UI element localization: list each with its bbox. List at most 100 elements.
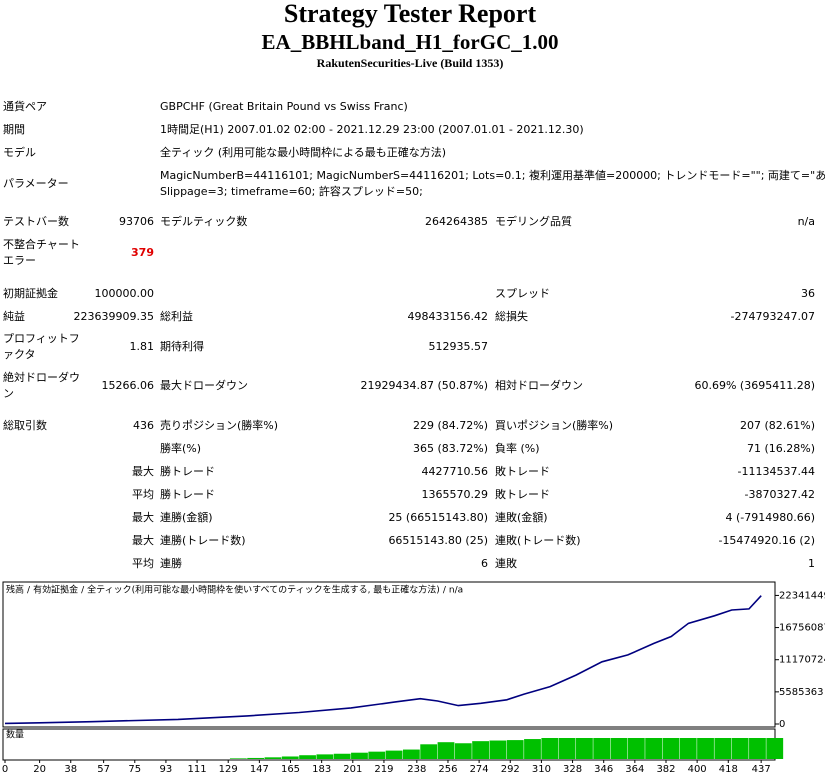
cell-value: 512935.57 (429, 340, 489, 353)
volume-bar (437, 742, 455, 759)
cell-label: 通貨ペア (3, 99, 47, 113)
volume-bar (229, 758, 247, 759)
cell-value: 15266.06 (102, 379, 155, 392)
x-tick-label: 382 (656, 764, 675, 775)
cell-label: GBPCHF (Great Britain Pound vs Swiss Fra… (160, 100, 408, 113)
chart-frame (2, 581, 776, 728)
x-tick-label: 437 (752, 764, 771, 775)
cell-text: エラー (3, 254, 36, 267)
volume-bar (506, 740, 524, 759)
cell-value: 71 (16.28%) (747, 442, 815, 455)
volume-bar (402, 749, 420, 759)
cell-text: MagicNumberB=44116101; MagicNumberS=4411… (160, 168, 825, 182)
x-tick-label: 292 (501, 764, 520, 775)
volume-bar (610, 738, 628, 759)
cell-label: 連勝(金額) (160, 510, 213, 524)
x-tick-label: 256 (438, 764, 457, 775)
x-tick-label: 0 (2, 764, 8, 775)
cell-value: 最大 (132, 464, 154, 478)
volume-bar (281, 756, 299, 759)
cell-text: プロフィットフ (3, 332, 80, 345)
cell-label: スプレッド (495, 287, 550, 300)
cell-label: パラメーター (3, 177, 69, 190)
volume-bar (541, 738, 559, 759)
x-tick-label: 57 (97, 764, 110, 775)
volume-bar (385, 750, 403, 759)
x-tick-label: 20 (33, 764, 46, 775)
volume-bar (454, 743, 472, 759)
cell-label: 連敗(トレード数) (495, 533, 581, 547)
cell-label: 初期証拠金 (3, 286, 58, 300)
volume-bar (299, 755, 316, 759)
x-tick-label: 418 (719, 764, 738, 775)
volume-bar (420, 744, 438, 759)
y-tick-label: 11170724 (779, 655, 825, 666)
cell-value: 436 (133, 419, 154, 432)
cell-label: モデルティック数 (160, 214, 247, 228)
cell-value: 379 (131, 246, 154, 259)
cell-label: 総取引数 (3, 418, 47, 432)
volume-bar (662, 738, 680, 759)
volume-bar (333, 753, 351, 759)
volume-bar (576, 738, 593, 759)
volume-bar (714, 738, 732, 759)
cell-label: 勝トレード (160, 487, 215, 501)
legend-entry: n/a (449, 586, 463, 596)
cell-label: 連敗 (495, 556, 517, 570)
volume-bar (489, 740, 507, 759)
cell-label: 勝率(%) (160, 441, 201, 455)
cell-text: 不整合チャート (3, 237, 80, 251)
cell-label: テストバー数 (3, 215, 69, 228)
x-tick-label: 75 (128, 764, 141, 775)
cell-value: 25 (66515143.80) (388, 511, 488, 524)
y-tick-label: 16756087 (779, 623, 825, 634)
cell-label: 最大ドローダウン (160, 378, 248, 392)
cell-label: 買いポジション(勝率%) (495, 418, 613, 432)
volume-bar (368, 751, 386, 759)
balance-line (4, 595, 762, 725)
cell-text: ン (3, 387, 14, 400)
x-tick-label: 183 (312, 764, 331, 775)
cell-value: 36 (801, 287, 815, 300)
cell-label: モデリング品質 (495, 214, 572, 228)
x-tick-label: 400 (688, 764, 707, 775)
x-tick-label: 364 (625, 764, 644, 775)
x-tick-label: 219 (374, 764, 393, 775)
legend-entry: / (81, 586, 85, 596)
cell-value: 1365570.29 (422, 488, 488, 501)
cell-label: 連勝 (160, 556, 182, 570)
legend-entry: 有効証拠金 (33, 584, 78, 596)
cell-value: -11134537.44 (738, 465, 815, 478)
x-tick-label: 346 (594, 764, 613, 775)
cell-value: -274793247.07 (731, 310, 815, 323)
cell-value: 365 (83.72%) (413, 442, 488, 455)
volume-bar (524, 739, 541, 759)
volume-bar (731, 738, 749, 759)
cell-value: -3870327.42 (745, 488, 815, 501)
legend-entry: / (27, 586, 31, 596)
x-tick-label: 165 (281, 764, 300, 775)
cell-value: -15474920.16 (2) (718, 534, 815, 547)
cell-value: 100000.00 (95, 287, 155, 300)
cell-value: 最大 (132, 533, 154, 547)
cell-label: 総損失 (495, 309, 528, 323)
volume-bar (766, 738, 784, 759)
y-tick-label: 0 (779, 719, 785, 730)
cell-label: 勝トレード (160, 464, 215, 478)
cell-value: 264264385 (425, 215, 488, 228)
cell-label: 連敗(金額) (495, 510, 548, 524)
cell-value: n/a (798, 215, 815, 228)
x-tick-label: 274 (470, 764, 489, 775)
cell-value: 93706 (119, 215, 154, 228)
cell-label: 純益 (3, 309, 25, 323)
cell-value: 最大 (132, 510, 154, 524)
cell-label: 1時間足(H1) 2007.01.02 02:00 - 2021.12.29 2… (160, 123, 584, 136)
build-info: RakutenSecurities-Live (Build 1353) (317, 56, 504, 70)
cell-value: 1 (808, 557, 815, 570)
cell-value: 223639909.35 (74, 310, 154, 323)
cell-label: 売りポジション(勝率%) (160, 418, 278, 432)
x-tick-label: 147 (250, 764, 269, 775)
volume-bar (697, 738, 714, 759)
cell-text: 絶対ドローダウ (3, 370, 80, 384)
cell-value: 21929434.87 (50.87%) (360, 379, 488, 392)
